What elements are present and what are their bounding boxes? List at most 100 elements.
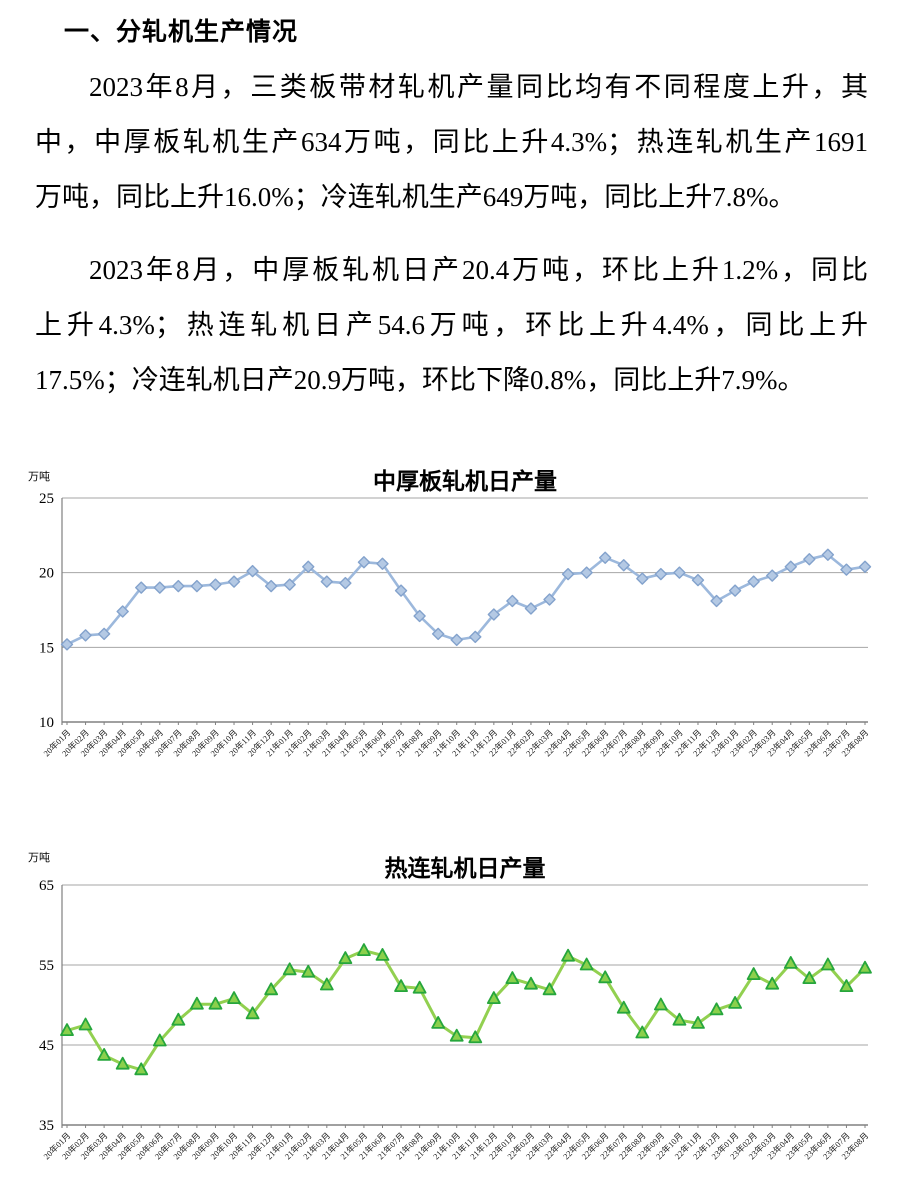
data-point-marker [561,948,575,962]
data-point-marker [431,627,445,641]
data-point-marker [394,979,408,992]
data-point-marker [766,569,779,582]
data-point-marker [636,572,649,585]
data-point-marker [783,956,798,969]
series-line [66,949,867,1072]
data-point-marker [394,584,408,597]
data-point-marker [60,1023,74,1036]
data-point-marker [653,997,668,1011]
data-point-marker [246,564,259,578]
data-point-marker [598,970,613,984]
y-axis-tick-label: 35 [39,1118,54,1134]
data-point-marker [412,980,427,994]
paragraph-line: 2023年8月，中厚板轧机日产20.4万吨，环比上升1.2%，同比 [89,255,868,285]
data-point-marker [505,971,520,984]
chart-title: 热连轧机日产量 [385,855,546,881]
data-point-marker [283,578,296,591]
data-point-marker [152,1033,167,1047]
data-point-marker [858,560,872,573]
data-point-marker [728,584,742,597]
data-point-marker [78,1017,93,1031]
data-point-marker [673,566,686,579]
data-point-marker [858,960,872,974]
section-heading: 一、分轧机生产情况 [64,18,299,46]
data-point-marker [765,976,780,990]
data-point-marker [264,579,278,593]
data-point-marker [746,967,761,980]
chart-medium-plate-mill-daily-output: 2520151020年01月20年02月20年03月20年04月20年05月20… [28,468,872,758]
data-point-marker [282,962,297,976]
data-point-marker [134,1062,149,1076]
data-point-marker [209,578,222,591]
data-point-marker [579,957,594,971]
paragraph-line: 万吨，同比上升16.0%；冷连轧机生产649万吨，同比上升7.8%。 [35,182,796,212]
data-point-marker [264,982,279,996]
data-point-marker [116,605,129,618]
data-point-marker [190,579,204,593]
y-axis-tick-label: 15 [39,640,54,656]
data-point-marker [654,567,668,581]
data-point-marker [542,982,557,996]
y-axis-tick-label: 10 [39,715,54,731]
paragraph-line: 17.5%；冷连轧机日产20.9万吨，环比下降0.8%，同比上升7.9%。 [35,365,805,395]
y-axis-tick-label: 20 [39,566,54,582]
data-point-marker [153,581,166,594]
data-point-marker [413,609,426,623]
data-point-marker [319,977,334,991]
paragraph-line: 中，中厚板轧机生产634万吨，同比上升4.3%；热连轧机生产1691 [35,127,868,157]
data-point-marker [580,566,593,579]
chart-hot-strip-mill-daily-output: 6555453520年01月20年02月20年03月20年04月20年05月20… [28,851,872,1161]
y-axis-tick-label: 65 [39,878,54,894]
data-point-marker [208,996,223,1010]
data-point-marker [506,594,519,608]
data-point-marker [839,979,854,992]
series-line [66,553,866,646]
data-point-marker [469,630,482,644]
data-point-marker [691,573,705,587]
data-point-marker [672,1012,687,1026]
data-point-marker [468,1030,483,1044]
data-point-marker [821,548,835,561]
data-point-marker [784,560,797,573]
data-point-marker [357,556,371,569]
data-point-marker [709,1002,724,1016]
chart-title: 中厚板轧机日产量 [373,468,557,494]
data-point-marker [598,551,612,564]
data-point-marker [339,576,352,590]
data-point-marker [301,964,316,978]
data-point-marker [449,1028,464,1042]
data-point-marker [820,957,835,971]
data-point-marker [524,602,538,615]
y-axis-tick-label: 55 [39,958,54,974]
data-point-marker [115,1056,130,1070]
paragraph-production-summary: 2023年8月，三类板带材轧机产量同比均有不同程度上升，其中，中厚板轧机生产63… [35,60,868,225]
data-point-marker [97,627,111,641]
data-point-marker [728,996,742,1009]
y-axis-tick-label: 25 [39,491,54,507]
data-point-marker [376,557,389,570]
data-point-marker [227,991,241,1004]
data-point-marker [302,560,315,573]
data-point-marker [135,581,148,594]
data-point-marker [60,638,74,651]
data-point-marker [171,1012,186,1026]
data-point-marker [616,1000,631,1014]
data-point-marker [450,633,463,647]
data-point-marker [691,1016,705,1029]
data-point-marker [320,575,334,588]
paragraph-line: 2023年8月，三类板带材轧机产量同比均有不同程度上升，其 [89,72,868,102]
data-point-marker [357,943,371,956]
paragraph-line: 上升4.3%；热连轧机日产54.6万吨，环比上升4.4%，同比上升 [35,310,868,340]
body-text: 2023年8月，三类板带材轧机产量同比均有不同程度上升，其中，中厚板轧机生产63… [35,60,868,426]
data-point-marker [617,559,630,572]
data-point-marker [747,575,760,588]
data-point-marker [635,1025,650,1039]
axis-unit-label: 万吨 [28,470,50,483]
y-axis-tick-label: 45 [39,1038,54,1054]
data-point-marker [803,553,816,566]
data-point-marker [561,567,575,581]
data-point-marker [172,579,185,593]
data-point-marker [245,1006,260,1020]
data-point-marker [79,629,92,642]
